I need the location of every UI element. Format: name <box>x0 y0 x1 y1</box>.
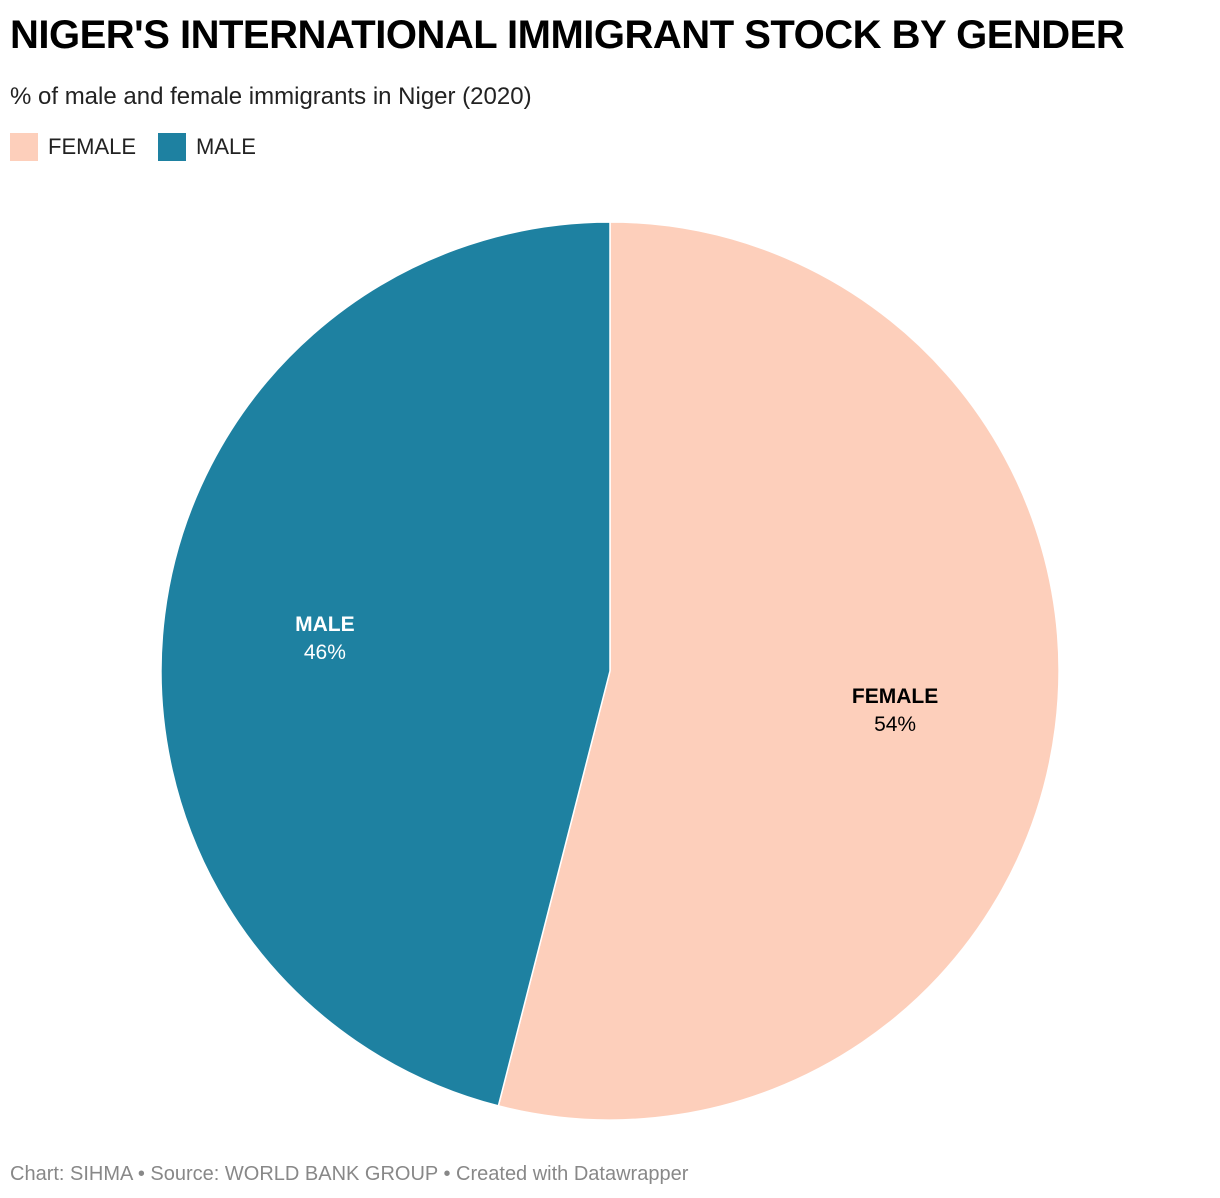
chart-subtitle: % of male and female immigrants in Niger… <box>10 83 532 110</box>
footer-credit: Chart: SIHMA <box>10 1163 133 1185</box>
chart-title: NIGER'S INTERNATIONAL IMMIGRANT STOCK BY… <box>10 13 1125 57</box>
legend-swatch-male <box>158 133 187 161</box>
pie-slice-male <box>160 221 611 1107</box>
slice-value-female: 54% <box>874 713 916 736</box>
pie-chart: FEMALE 54% MALE 46% <box>160 221 1060 1121</box>
slice-label-female: FEMALE <box>852 685 938 708</box>
slice-value-male: 46% <box>304 641 346 664</box>
legend-label-female: FEMALE <box>48 134 137 159</box>
footer-tool: Created with Datawrapper <box>456 1163 689 1185</box>
footer-source: Source: WORLD BANK GROUP <box>150 1163 438 1185</box>
pie-slice-female <box>497 221 1060 1121</box>
footer-separator: • <box>443 1163 451 1185</box>
legend-item-male: MALE <box>158 133 256 161</box>
legend-label-male: MALE <box>196 134 256 159</box>
chart-footer: Chart: SIHMA • Source: WORLD BANK GROUP … <box>10 1160 688 1188</box>
legend-item-female: FEMALE <box>10 133 136 161</box>
legend: FEMALE MALE <box>10 133 278 161</box>
legend-swatch-female <box>10 133 38 161</box>
footer-separator: • <box>137 1163 145 1185</box>
slice-label-male: MALE <box>295 613 355 636</box>
